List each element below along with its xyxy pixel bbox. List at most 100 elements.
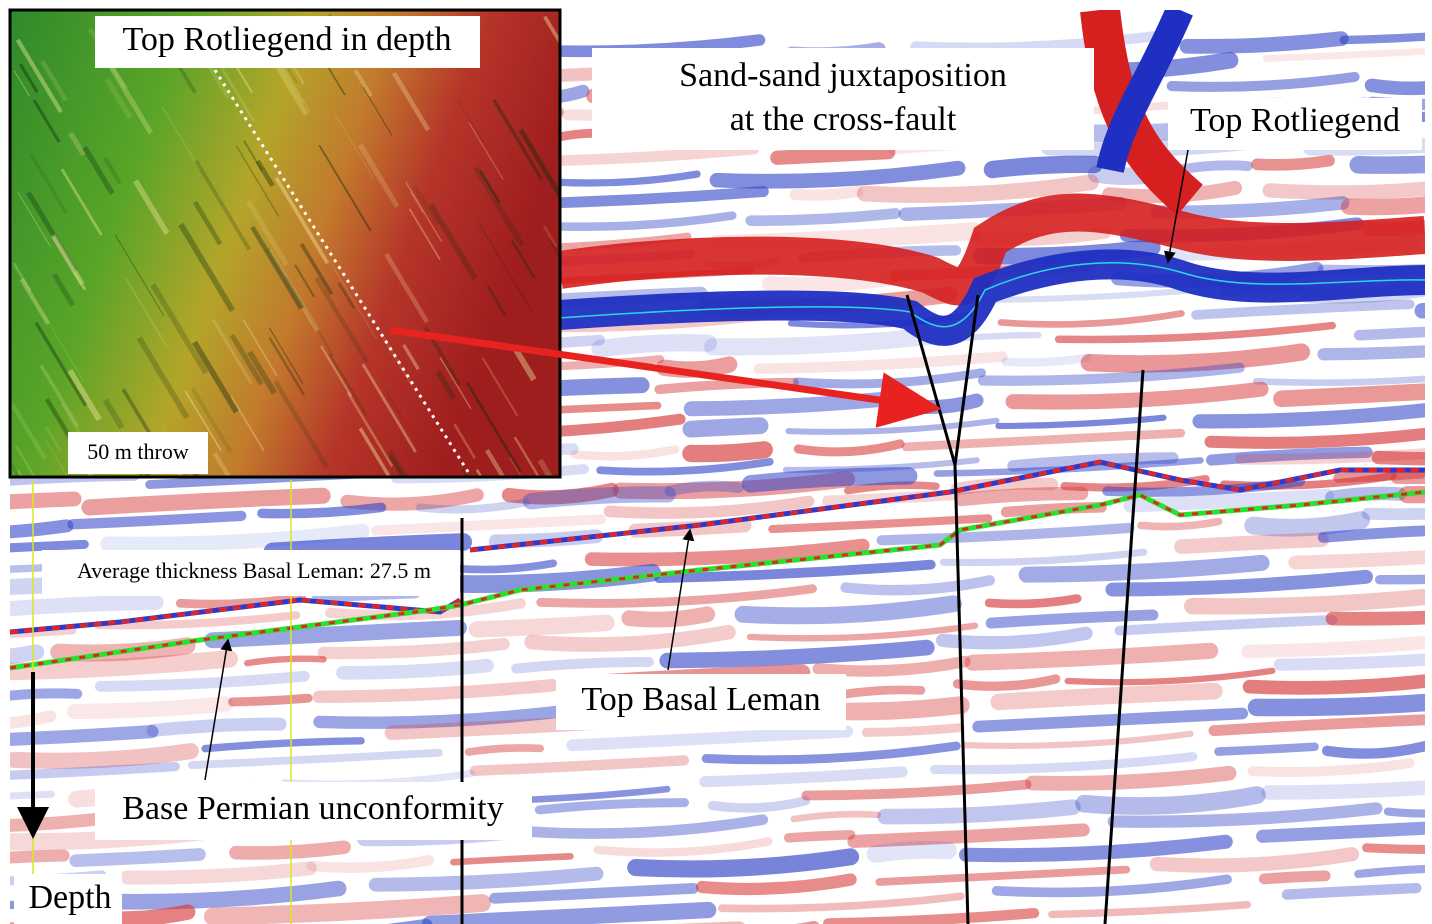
ridge [267,248,320,332]
ridge [337,282,356,309]
ridge [461,468,469,477]
reflector-streak [959,834,1233,863]
reflector-streak [570,445,680,461]
reflector-streak [1048,900,1251,919]
reflector-streak [584,538,870,567]
ridge [12,262,32,292]
ridge [453,423,477,459]
ridge [518,128,560,201]
reflector-streak [593,837,773,857]
ridge [10,403,47,461]
reflector-streak [840,575,996,596]
label-box [68,432,208,474]
annotation: Sand-sand juxtaposition [679,57,1007,94]
ridge [229,333,264,386]
reflector-streak [591,334,718,358]
ridge [457,99,487,148]
reflector-streak [534,798,690,815]
reflector-streak [317,637,510,660]
reflector-streak [823,907,1040,924]
reflector-streak [10,491,82,510]
label-box [1168,98,1422,150]
reflector-streak [793,439,905,457]
interpreted-horizons [9,459,1426,671]
ridge [318,144,372,232]
reflector-streak [704,327,941,356]
ridge [380,333,414,387]
blue-reflector [1096,10,1193,174]
ridge [537,458,554,477]
reflector-streak [536,584,817,608]
reflector-streak [877,799,1081,825]
ridge [246,200,289,267]
reflector-streak [1354,864,1425,879]
reflector-streak [1273,383,1425,408]
reflector-streak [1281,882,1422,900]
reflector-streak [1362,843,1425,854]
ridge [320,345,353,397]
reflector-streak [682,417,769,438]
ridge [485,448,506,477]
reflector-streak [1176,160,1253,175]
ridge [353,68,373,98]
reflector-streak [1241,635,1425,658]
ridge [67,369,102,422]
red-reflector [557,193,1425,306]
ridge [510,239,536,279]
ridge [328,259,378,341]
reflector-streak [847,823,1090,848]
terrain [10,10,560,477]
reflector-streak [257,502,387,519]
ridge [402,343,420,371]
reflector-streak [801,779,1032,801]
ridge [114,234,165,317]
inset-frame [8,8,562,479]
ridge [26,191,78,273]
reflector-streak [840,685,926,699]
label-box [42,550,460,596]
reflector-streak [10,811,116,832]
reflector-streak [10,688,83,701]
reflector-streak [1208,714,1425,737]
ridge [43,315,85,383]
ridge [334,113,375,179]
reflector-streak [370,514,607,536]
reflector-streak [1025,765,1237,791]
reflector-streak [1374,574,1425,585]
ridge [478,169,501,204]
reflector-streak [1166,71,1360,92]
ridge [34,321,88,407]
ridge [190,387,233,454]
reflector-streak [340,488,484,511]
base-permian-line [9,490,1426,670]
reflector-streak [187,748,443,769]
red-arrow [389,326,942,428]
reflector-streak [146,717,287,737]
ridge [357,143,400,208]
reflector-streak [707,796,811,813]
reflector-streak [741,467,918,493]
reflector-streak [659,639,935,669]
ridge [548,238,560,260]
reflector-streak [1105,569,1373,597]
reflector-streak [543,170,701,187]
reflector-streak [695,873,857,896]
reflector-streak [1242,674,1425,695]
reflector-streak [682,441,773,463]
strong-horizon [557,10,1425,346]
ridge [412,185,440,227]
ridge [161,106,202,172]
ridge [242,139,263,172]
reflector-streak [313,702,589,729]
reflector-streak [201,737,365,753]
ridge [50,233,85,286]
ridge [19,63,39,94]
ridge [250,225,303,310]
reflector-streak [1353,326,1425,341]
reflector-streak [1253,375,1425,386]
reflector-streak [770,145,896,165]
ridge [102,398,125,430]
reflector-streak [1054,321,1336,344]
reflector-streak [1383,807,1425,818]
ridge [255,159,275,188]
